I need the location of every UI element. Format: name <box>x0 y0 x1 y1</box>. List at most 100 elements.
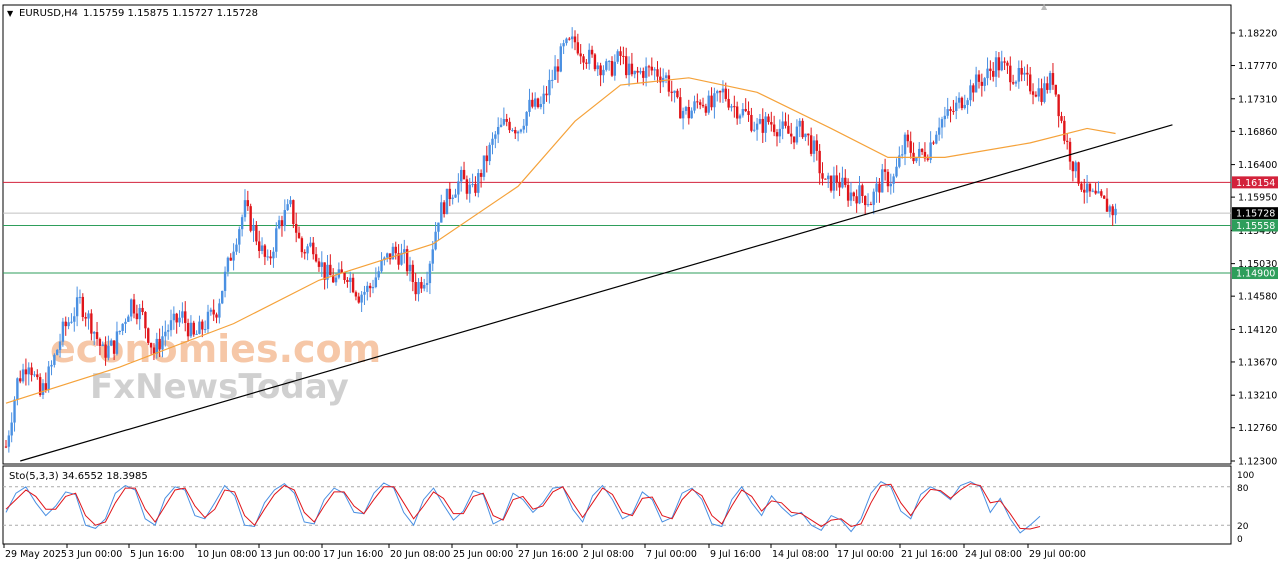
candle <box>1037 78 1040 102</box>
candle <box>792 136 796 150</box>
candle <box>1034 91 1038 98</box>
candle <box>107 335 110 361</box>
candle <box>13 396 16 432</box>
candle <box>533 92 537 110</box>
candle <box>918 142 921 166</box>
price-panel[interactable] <box>2 4 1232 465</box>
level-current[interactable]: 1.15728 <box>3 207 1278 220</box>
candle <box>514 126 517 140</box>
candle <box>201 319 204 338</box>
candle <box>317 257 321 272</box>
candle <box>33 371 36 378</box>
candle <box>155 332 158 359</box>
candle <box>420 276 423 293</box>
chart-overlays <box>5 77 1173 462</box>
candle <box>300 236 304 258</box>
candle <box>687 99 690 125</box>
ohlc-values: 1.15759 1.15875 1.15727 1.15728 <box>83 8 258 19</box>
candle <box>4 440 8 449</box>
candle <box>559 43 562 73</box>
candle <box>1088 183 1092 197</box>
candle <box>576 33 580 56</box>
candle <box>397 244 400 270</box>
candle <box>36 369 39 380</box>
trendline[interactable] <box>20 124 1173 462</box>
candle <box>727 88 730 111</box>
candle <box>758 113 762 125</box>
candle <box>1094 183 1097 195</box>
candle <box>636 66 639 83</box>
candle <box>787 114 790 134</box>
candle <box>260 237 264 255</box>
stochastic-line-k <box>5 481 1041 534</box>
candle <box>943 106 947 128</box>
candle <box>468 177 471 203</box>
candle <box>189 315 193 339</box>
candle <box>53 353 56 368</box>
candle <box>238 226 241 254</box>
candle <box>21 363 25 384</box>
candle <box>673 90 676 103</box>
level-price-tag: 1.15558 <box>1236 221 1275 232</box>
candle <box>320 251 323 278</box>
candle <box>849 182 853 207</box>
candle <box>519 128 523 134</box>
level-support[interactable]: 1.15558 <box>3 219 1278 232</box>
candle <box>269 250 272 265</box>
candle <box>767 113 770 125</box>
one-click-trading-icon[interactable]: ▲ <box>1041 2 1048 11</box>
candle <box>863 195 867 215</box>
candle <box>525 111 528 133</box>
candle <box>1031 83 1035 105</box>
candle <box>1083 178 1086 204</box>
candle <box>992 62 995 82</box>
candle <box>258 230 261 259</box>
candle <box>47 361 50 393</box>
candle <box>778 119 782 143</box>
candle <box>590 45 594 58</box>
candle <box>198 315 201 335</box>
level-support[interactable]: 1.14900 <box>3 267 1278 280</box>
candle <box>1020 60 1023 82</box>
stochastic-tick-label: 20 <box>1237 522 1249 532</box>
candle <box>866 193 870 207</box>
candle <box>428 260 432 295</box>
stochastic-oscillator: 100 80 20 0 <box>3 471 1254 545</box>
price-tick-label: 1.15030 <box>1238 259 1277 270</box>
stochastic-line-d <box>5 483 1041 530</box>
candle <box>827 172 830 188</box>
candle <box>249 203 252 233</box>
candle <box>380 252 383 274</box>
candle <box>781 111 784 140</box>
candle <box>440 194 443 223</box>
candle <box>218 298 221 324</box>
candle <box>16 377 19 406</box>
candle <box>713 87 716 119</box>
candle <box>209 307 213 316</box>
candle <box>1080 181 1083 192</box>
candle <box>815 134 819 161</box>
candle <box>374 267 378 289</box>
candle <box>511 128 514 132</box>
price-tick-label: 1.17310 <box>1238 94 1277 105</box>
candle <box>203 320 207 334</box>
candle <box>1068 137 1072 170</box>
candle <box>881 163 884 193</box>
candle <box>30 362 33 382</box>
candle <box>838 172 841 197</box>
candle <box>104 336 107 366</box>
chart-menu-icon[interactable]: ▼ <box>7 9 14 18</box>
level-resistance[interactable]: 1.16154 <box>3 176 1278 189</box>
stochastic-tick-label: 0 <box>1237 535 1243 545</box>
candle <box>932 140 935 145</box>
stochastic-panel[interactable] <box>2 465 1232 545</box>
candle <box>1114 203 1117 224</box>
candle <box>215 312 218 324</box>
candle <box>1091 188 1094 193</box>
candle <box>670 80 673 102</box>
price-tick-label: 1.14580 <box>1238 292 1277 303</box>
candle <box>494 131 497 149</box>
candle <box>403 239 406 264</box>
candle <box>477 169 480 198</box>
